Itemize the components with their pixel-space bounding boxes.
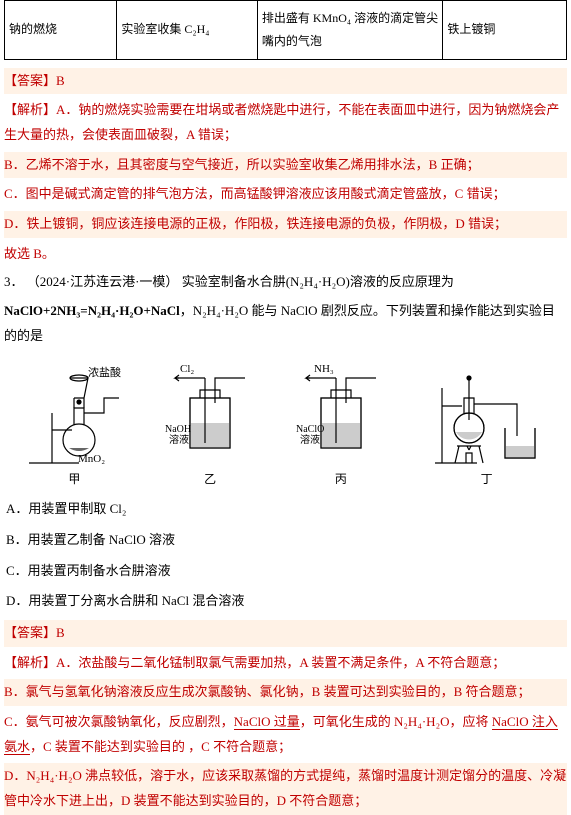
q3-text1: 实验室制备水合肼(N₂H₄·H₂O)溶液的反应原理为 <box>182 274 454 289</box>
analysis-d: D．铁上镀铜，铜应该连接电源的正极，作阳极，铁连接电源的负极，作阴极，D 错误； <box>4 211 567 238</box>
label-jia: 甲 <box>68 468 80 491</box>
answer-label: 【答案】 <box>4 73 56 88</box>
context-table: 钠的燃烧 实验室收集 C₂H₄ 排出盛有 KMnO₄ 溶液的滴定管尖嘴内的气泡 … <box>4 0 567 60</box>
analysis2-c: C．氨气可被次氯酸钠氧化，反应剧烈，NaClO 过量，可氧化生成的 N₂H₄·H… <box>4 710 567 759</box>
label-mno2: MnO₂ <box>78 453 105 465</box>
q3-src: （2024·江苏连云港·一模） <box>27 274 179 289</box>
answer2-block: 【答案】B <box>4 620 567 647</box>
label-naoh: NaOH溶液 <box>165 424 191 446</box>
c2: NaClO 过量 <box>234 714 300 730</box>
q3-eqn: NaClO+2NH₃=N₂H₄·H₂O+NaCl <box>4 303 180 318</box>
label-ding: 丁 <box>481 468 493 491</box>
q3-stem: 3． （2024·江苏连云港·一模） 实验室制备水合肼(N₂H₄·H₂O)溶液的… <box>4 270 567 295</box>
q3-optB: B．用装置乙制备 NaClO 溶液 <box>6 528 567 553</box>
cell-4: 铁上镀铜 <box>443 1 567 60</box>
q3-num: 3． <box>4 274 24 289</box>
answer-value: B <box>56 73 65 88</box>
analysis2-label: 【解析】 <box>4 655 56 670</box>
analysis2-a: 【解析】A．浓盐酸与二氧化锰制取氯气需要加热，A 装置不满足条件，A 不符合题意… <box>4 651 567 676</box>
answer2-value: B <box>56 625 65 640</box>
analysis-c: C．图中是碱式滴定管的排气泡方法，而高锰酸钾溶液应该用酸式滴定管盛放，C 错误； <box>4 182 567 207</box>
label-hcl: 浓盐酸 <box>88 365 121 379</box>
apparatus-ding: 丁 <box>427 358 547 491</box>
cell-2: 实验室收集 C₂H₄ <box>117 1 258 60</box>
answer-block: 【答案】B <box>4 68 567 95</box>
q3-optD: D．用装置丁分离水合肼和 NaCl 混合溶液 <box>6 589 567 614</box>
answer2-label: 【答案】 <box>4 625 56 640</box>
cell-3: 排出盛有 KMnO₄ 溶液的滴定管尖嘴内的气泡 <box>257 1 442 60</box>
analysis2-d: D．N₂H₄·H₂O 沸点较低，溶于水，应该采取蒸馏的方式提纯，蒸馏时温度计测定… <box>4 763 567 814</box>
label-yi: 乙 <box>204 468 216 491</box>
ding-svg <box>427 358 547 468</box>
apparatus-yi: Cl₂ NaOH溶液 乙 <box>165 358 255 491</box>
analysis-label: 【解析】 <box>4 102 56 117</box>
apparatus-row: 浓盐酸 MnO₂ 甲 Cl₂ NaOH溶液 <box>4 358 567 491</box>
q3-optC: C．用装置丙制备水合肼溶液 <box>6 559 567 584</box>
yi-svg: Cl₂ NaOH溶液 <box>165 358 255 468</box>
c5: ，C 装置不能达到实验目的 ，C 不符合题意； <box>30 739 291 754</box>
analysis-a: 【解析】A．钠的燃烧实验需要在坩埚或者燃烧匙中进行，不能在表面皿中进行，因为钠燃… <box>4 98 567 147</box>
label-cl2: Cl₂ <box>180 363 194 375</box>
apparatus-jia: 浓盐酸 MnO₂ 甲 <box>24 358 124 491</box>
label-naclo: NaClO溶液 <box>296 424 324 446</box>
analysis-end: 故选 B。 <box>4 242 567 267</box>
text: A．钠的燃烧实验需要在坩埚或者燃烧匙中进行，不能在表面皿中进行，因为钠燃烧会产生… <box>4 102 559 142</box>
analysis-b: B．乙烯不溶于水，且其密度与空气接近，所以实验室收集乙烯用排水法，B 正确； <box>4 152 567 179</box>
label-nh3: NH₃ <box>314 363 334 375</box>
q3-optA: A．用装置甲制取 Cl₂ <box>6 497 567 522</box>
c3: ，可氧化生成的 N₂H₄·H₂O，应将 <box>300 714 492 729</box>
analysis2-b: B．氯气与氢氧化钠溶液反应生成次氯酸钠、氯化钠，B 装置可达到实验目的，B 符合… <box>4 679 567 706</box>
label-bing: 丙 <box>335 468 347 491</box>
apparatus-bing: NH₃ NaClO溶液 丙 <box>296 358 386 491</box>
text: A．浓盐酸与二氧化锰制取氯气需要加热，A 装置不满足条件，A 不符合题意； <box>56 655 505 670</box>
jia-svg: 浓盐酸 MnO₂ <box>24 358 124 468</box>
cell-1: 钠的燃烧 <box>5 1 117 60</box>
bing-svg: NH₃ NaClO溶液 <box>296 358 386 468</box>
c1: C．氨气可被次氯酸钠氧化，反应剧烈， <box>4 714 234 729</box>
q3-options: A．用装置甲制取 Cl₂ B．用装置乙制备 NaClO 溶液 C．用装置丙制备水… <box>6 497 567 614</box>
q3-eqn-line: NaClO+2NH₃=N₂H₄·H₂O+NaCl，N₂H₄·H₂O 能与 NaC… <box>4 299 567 348</box>
